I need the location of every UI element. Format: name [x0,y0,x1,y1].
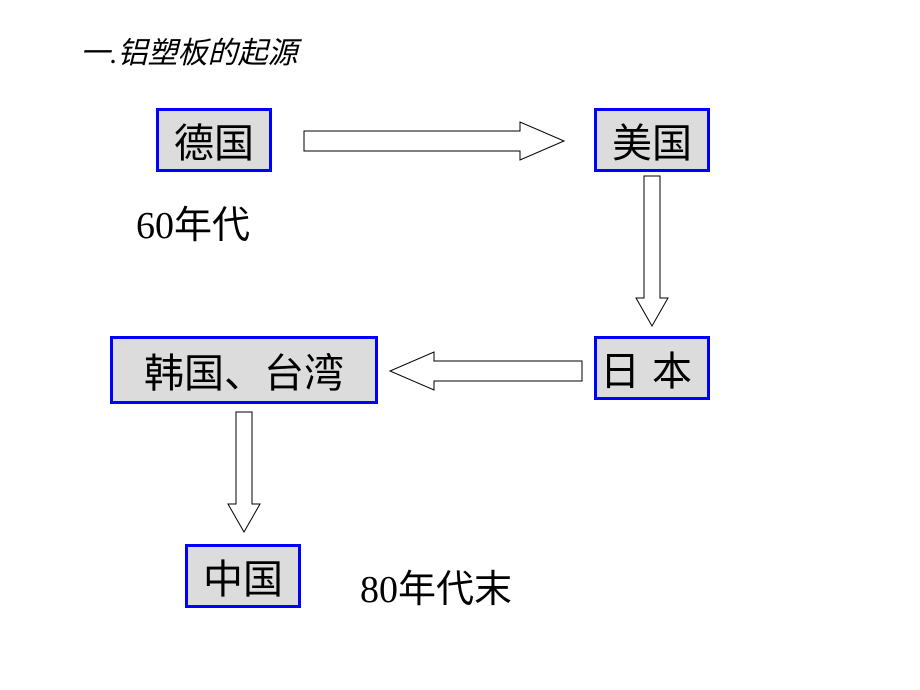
label-eighties-end: 80年代末 [360,558,512,613]
arrow-japan-to-korea [390,352,582,390]
diagram-canvas: 一.铝塑板的起源 德国 美国 韩国、台湾 日本 中国 60年代 80年代末 [0,0,920,690]
node-china: 中国 [185,544,301,608]
arrow-korea-to-china [228,412,260,532]
node-germany-label: 德国 [174,111,254,169]
section-title: 一.铝塑板的起源 [80,28,298,72]
node-usa: 美国 [594,108,710,172]
node-korea-taiwan-label: 韩国、台湾 [144,341,344,399]
arrow-usa-to-japan [636,176,668,326]
node-usa-label: 美国 [612,111,692,169]
node-china-label: 中国 [203,547,283,605]
node-japan-label: 日本 [600,339,704,397]
node-germany: 德国 [156,108,272,172]
arrow-germany-to-usa [304,122,564,160]
node-japan: 日本 [594,336,710,400]
label-sixties: 60年代 [136,194,250,249]
node-korea-taiwan: 韩国、台湾 [110,336,378,404]
